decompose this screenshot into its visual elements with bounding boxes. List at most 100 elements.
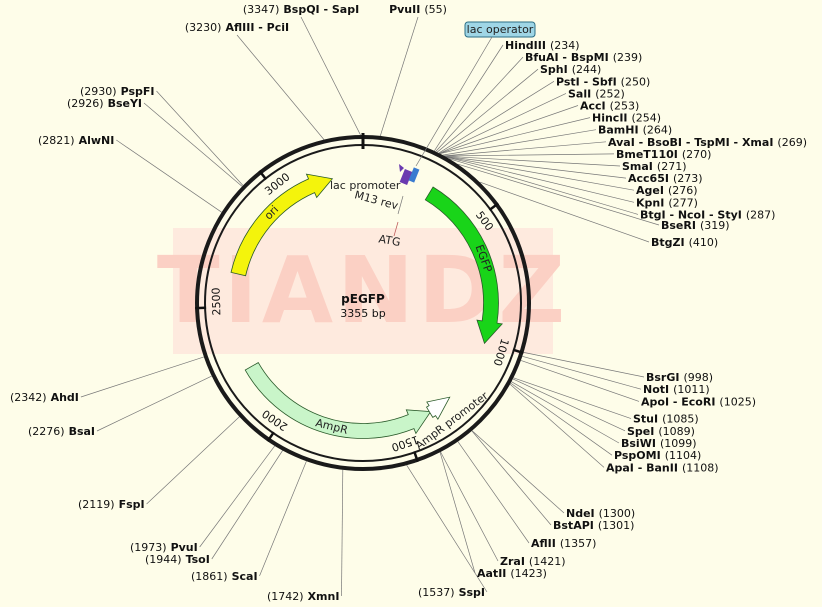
lac-operator-leader <box>415 36 493 167</box>
site-position: (2276) <box>28 425 65 438</box>
site-label: (319) BseRI <box>661 219 730 232</box>
site-leader <box>80 356 205 398</box>
site-position: (1357) <box>560 537 597 550</box>
site-leader <box>446 156 635 203</box>
m13-leader <box>397 195 404 215</box>
site-label: (3347) BspQI - SapI <box>243 3 359 16</box>
lac-operator-label: lac operator <box>467 23 534 36</box>
tick-mark <box>258 170 268 181</box>
site-name: BfuAI - BspMI <box>525 51 609 64</box>
site-name: Acc65I <box>628 172 669 185</box>
site-position: (1861) <box>191 570 228 583</box>
site-name: BmeT110I <box>616 148 678 161</box>
site-name: BtgZI <box>651 236 685 249</box>
site-name: SspI <box>459 586 485 599</box>
site-name: BtgI - NcoI - StyI <box>640 208 742 221</box>
site-position: (1421) <box>529 555 566 568</box>
tick-mark <box>488 202 500 211</box>
site-label: (1104) PspOMI <box>614 449 701 462</box>
site-name: PspOMI <box>614 449 661 462</box>
site-leader <box>440 451 499 562</box>
site-name: BstAPI <box>553 519 594 532</box>
site-label: (1089) SpeI <box>627 425 695 438</box>
site-position: (3347) <box>243 3 280 16</box>
site-name: PvuI <box>171 541 198 554</box>
site-name: NdeI <box>566 507 595 520</box>
site-position: (234) <box>550 39 580 52</box>
site-position: (1742) <box>267 590 304 603</box>
site-position: (2342) <box>10 391 47 404</box>
site-position: (55) <box>424 3 447 16</box>
site-name: AatII <box>477 567 506 580</box>
site-name: BspQI - SapI <box>283 3 359 16</box>
site-position: (277) <box>668 196 698 209</box>
site-leader <box>471 430 565 514</box>
site-name: XmnI <box>308 590 340 603</box>
site-position: (244) <box>572 63 602 76</box>
site-name: AgeI <box>636 184 664 197</box>
site-position: (1301) <box>598 519 635 532</box>
site-leader <box>438 81 555 154</box>
site-position: (1944) <box>145 553 182 566</box>
atg-label: ATG <box>378 232 402 249</box>
site-label: (269) AvaI - BsoBI - TspMI - XmaI <box>608 136 807 149</box>
site-name: SpeI <box>627 425 654 438</box>
site-label: (234) HindIII <box>505 39 580 52</box>
site-leader <box>471 430 552 526</box>
site-position: (2821) <box>38 134 75 147</box>
site-leader <box>439 93 567 154</box>
site-position: (2926) <box>67 97 104 110</box>
site-leader <box>436 68 539 153</box>
site-label: (2276) BsaI <box>28 425 95 438</box>
site-leader <box>259 461 307 577</box>
site-name: HindIII <box>505 39 546 52</box>
site-leader <box>435 56 524 152</box>
site-label: (254) HincII <box>592 112 661 125</box>
site-name: AccI <box>580 100 606 113</box>
site-leader <box>522 355 642 390</box>
site-position: (270) <box>682 148 712 161</box>
site-leader <box>510 382 613 456</box>
site-name: BsiWI <box>621 437 656 450</box>
site-label: (1099) BsiWI <box>621 437 697 450</box>
site-label: (271) SmaI <box>622 160 687 173</box>
site-leader <box>146 416 240 505</box>
site-position: (998) <box>683 371 713 384</box>
site-label: (2930) PspFI <box>80 85 154 98</box>
site-position: (1099) <box>660 437 697 450</box>
site-leader <box>156 90 244 186</box>
site-name: AvaI - BsoBI - TspMI - XmaI <box>608 136 773 149</box>
site-label: (1742) XmnI <box>267 590 339 603</box>
site-position: (1025) <box>719 395 756 408</box>
atg-leader <box>393 221 399 237</box>
tick-mark <box>512 348 524 355</box>
site-leader <box>457 163 660 226</box>
site-leader <box>444 155 621 167</box>
site-position: (1973) <box>130 541 167 554</box>
site-label: (1357) AflII <box>531 537 596 550</box>
site-label: (410) BtgZI <box>651 236 718 249</box>
site-leader <box>116 139 222 213</box>
site-position: (1423) <box>510 567 547 580</box>
site-label: (276) AgeI <box>636 184 698 197</box>
site-name: FspI <box>119 498 145 511</box>
lac-promoter-glyph <box>399 164 420 185</box>
site-name: PspFI <box>121 85 155 98</box>
site-label: (2119) FspI <box>78 498 145 511</box>
site-position: (1300) <box>599 507 636 520</box>
site-label: (1108) ApaI - BanII <box>606 461 719 474</box>
site-leader <box>211 450 283 560</box>
site-leader <box>445 156 627 179</box>
site-position: (264) <box>643 124 673 137</box>
site-label: (1423) AatII <box>477 567 547 580</box>
egfp-arrow <box>424 186 503 345</box>
site-label: (1301) BstAPI <box>553 519 634 532</box>
site-label: (253) AccI <box>580 100 639 113</box>
site-label: (250) PstI - SbfI <box>556 75 650 88</box>
site-position: (1108) <box>682 461 719 474</box>
site-leader <box>513 377 632 419</box>
site-name: NotI <box>643 383 669 396</box>
site-name: ScaI <box>232 570 258 583</box>
site-leader <box>143 102 243 187</box>
site-label: (1025) ApoI - EcoRI <box>641 395 756 408</box>
